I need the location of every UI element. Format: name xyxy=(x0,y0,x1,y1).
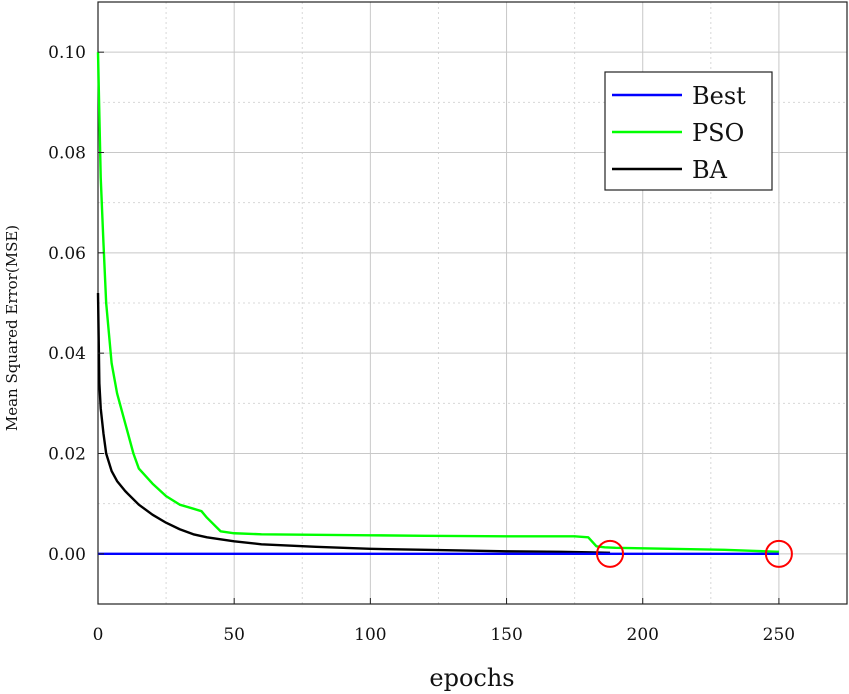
series-line-ba xyxy=(96,292,611,555)
y-tick-label: 0.06 xyxy=(48,244,86,264)
annotation-circle xyxy=(596,539,625,568)
x-axis-ticks: 0 50 100 150 200 250 xyxy=(93,598,795,645)
annotation-circle xyxy=(764,539,793,568)
y-tick-label: 0.08 xyxy=(48,144,86,164)
legend-label-ba: BA xyxy=(692,156,728,184)
x-tick-label: 200 xyxy=(627,625,659,645)
y-tick-label: 0.04 xyxy=(48,344,86,364)
y-tick-label: 0.02 xyxy=(48,445,86,465)
series-line-pso xyxy=(96,52,779,554)
annotation-circles xyxy=(596,539,793,568)
y-axis-title: Mean Squared Error(MSE) xyxy=(3,225,21,431)
legend-label-pso: PSO xyxy=(692,119,744,147)
x-tick-label: 100 xyxy=(354,625,386,645)
x-axis-title: epochs xyxy=(429,664,514,692)
x-tick-label: 250 xyxy=(763,625,795,645)
series-lines xyxy=(96,52,779,556)
x-tick-label: 150 xyxy=(490,625,522,645)
x-tick-label: 50 xyxy=(223,625,245,645)
legend-label-best: Best xyxy=(692,82,746,110)
x-tick-label: 0 xyxy=(93,625,104,645)
legend: Best PSO BA xyxy=(604,71,773,191)
y-tick-label: 0.00 xyxy=(48,545,86,565)
y-tick-label: 0.10 xyxy=(48,43,86,63)
y-axis-ticks: 0.00 0.02 0.04 0.06 0.08 0.10 xyxy=(48,43,104,565)
